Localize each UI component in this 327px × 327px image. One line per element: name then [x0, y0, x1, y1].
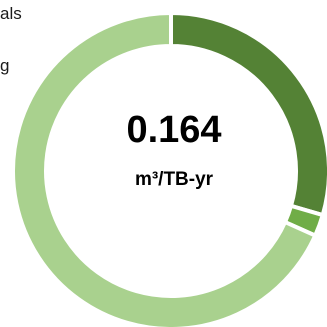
center-unit: m³/TB-yr [134, 169, 214, 190]
donut-slice-3 [11, 10, 318, 327]
legend-label-fragment-1: als [0, 4, 22, 23]
legend-label-fragment-2: g [0, 56, 10, 75]
center-value: 0.164 [126, 109, 222, 151]
